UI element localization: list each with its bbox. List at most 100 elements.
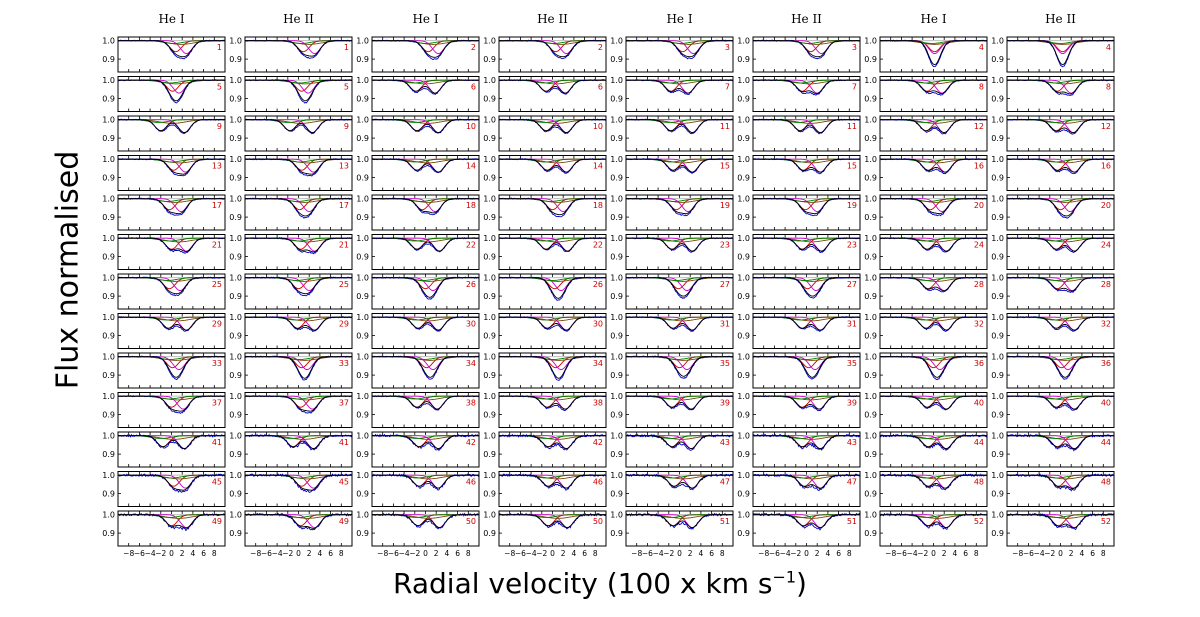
panel-number: 46	[593, 478, 603, 487]
component-curve	[753, 198, 860, 211]
column-title: He I	[920, 12, 946, 26]
x-tick-label: 6	[836, 549, 841, 558]
fit-curve	[245, 316, 352, 331]
y-tick-label: 0.9	[737, 95, 750, 104]
panel-frame	[1006, 234, 1115, 270]
y-tick-label: 0.9	[356, 55, 369, 64]
x-tick-label: 8	[974, 549, 979, 558]
observed-spectrum	[1006, 433, 1115, 452]
spectrum-panel: 1.0 0.9 16	[864, 155, 988, 191]
x-tick-label: 2	[942, 549, 947, 558]
observed-spectrum	[244, 473, 353, 493]
spectrum-panel: 1.0 0.9 41	[229, 431, 353, 468]
y-tick-label: 1.0	[864, 155, 877, 164]
fit-curve	[245, 435, 352, 450]
fit-curve	[118, 395, 225, 412]
observed-spectrum	[244, 237, 353, 255]
y-tick-label: 1.0	[737, 155, 750, 164]
spectrum-panel: 1.0 0.9 23	[737, 234, 861, 270]
x-tick-label: 4	[318, 549, 323, 558]
y-tick-label: 0.9	[483, 292, 496, 301]
y-tick-label: 0.9	[864, 292, 877, 301]
component-curve	[1007, 198, 1114, 211]
panel-frame	[752, 510, 861, 547]
fit-curve	[626, 316, 733, 331]
observed-spectrum	[244, 433, 353, 451]
component-curve	[245, 79, 352, 92]
spectrum-panel: 1.0 0.9 20	[864, 194, 988, 231]
column-title: He II	[791, 12, 822, 26]
fit-curve	[753, 158, 860, 173]
x-tick-label: −8	[1012, 549, 1023, 558]
x-tick-label: 6	[201, 549, 206, 558]
fit-curve	[1007, 198, 1114, 217]
y-tick-label: 1.0	[991, 313, 1004, 322]
panel-number: 5	[344, 83, 349, 92]
y-tick-label: 0.9	[102, 95, 115, 104]
y-tick-label: 0.9	[991, 253, 1004, 262]
observed-spectrum	[244, 158, 353, 177]
spectrum-panel: 1.0 0.9 41	[102, 431, 226, 468]
x-tick-label: −2	[1044, 549, 1055, 558]
fit-curve	[372, 237, 479, 252]
fit-curve	[753, 277, 860, 297]
x-tick-label: 8	[720, 549, 725, 558]
panel-number: 10	[466, 122, 476, 131]
component-curve	[118, 514, 225, 527]
panel-number: 33	[339, 359, 349, 368]
spectrum-panel: 1.0 0.9 51 −8 −6 −4 −2 0 2 4 6 8	[610, 510, 734, 558]
component-curve	[753, 198, 860, 203]
observed-spectrum	[625, 158, 734, 174]
fit-curve	[245, 79, 352, 102]
panel-number: 24	[974, 241, 984, 250]
observed-spectrum	[117, 473, 226, 493]
y-tick-label: 1.0	[229, 432, 242, 441]
y-tick-label: 1.0	[356, 432, 369, 441]
spectrum-panel: 1.0 0.9 7	[610, 76, 734, 112]
y-tick-label: 0.9	[991, 411, 1004, 420]
x-tick-label: 8	[593, 549, 598, 558]
y-tick-label: 1.0	[356, 392, 369, 401]
fit-curve	[372, 198, 479, 214]
fit-curve	[1007, 79, 1114, 95]
fit-curve	[626, 158, 733, 173]
spectrum-panel: 1.0 0.9 11	[610, 115, 734, 152]
panel-number: 16	[1101, 162, 1111, 171]
x-tick-label: −2	[282, 549, 293, 558]
y-tick-label: 1.0	[356, 155, 369, 164]
y-tick-label: 0.9	[864, 332, 877, 341]
y-tick-label: 1.0	[229, 155, 242, 164]
y-tick-label: 0.9	[864, 55, 877, 64]
panel-number: 30	[466, 320, 476, 329]
spectrum-panel: 1.0 0.9 40	[991, 392, 1115, 428]
y-tick-label: 0.9	[737, 253, 750, 262]
observed-spectrum	[752, 158, 861, 175]
x-tick-label: 4	[699, 549, 704, 558]
x-tick-label: −2	[663, 549, 674, 558]
observed-spectrum	[244, 395, 353, 414]
spectrum-panel: 1.0 0.9 32	[864, 313, 988, 349]
component-curve	[499, 277, 606, 292]
x-tick-label: −8	[377, 549, 388, 558]
y-tick-label: 1.0	[864, 274, 877, 283]
panel-number: 17	[212, 201, 222, 210]
y-tick-label: 1.0	[483, 116, 496, 125]
component-curve	[753, 40, 860, 55]
panel-number: 1	[344, 43, 349, 52]
fit-curve	[1007, 435, 1114, 450]
x-tick-label: 6	[582, 549, 587, 558]
spectrum-panel: 1.0 0.9 29	[102, 313, 226, 349]
panel-number: 29	[212, 320, 222, 329]
y-tick-label: 1.0	[610, 353, 623, 362]
panel-number: 11	[847, 122, 857, 131]
y-tick-label: 0.9	[229, 134, 242, 143]
spectrum-panel: 1.0 0.9 49 −8 −6 −4 −2 0 2 4 6 8	[102, 510, 226, 558]
panel-number: 47	[720, 478, 730, 487]
fit-curve	[499, 119, 606, 134]
y-tick-label: 1.0	[483, 353, 496, 362]
y-tick-label: 0.9	[610, 332, 623, 341]
x-tick-label: 2	[815, 549, 820, 558]
y-tick-label: 0.9	[610, 55, 623, 64]
y-tick-label: 1.0	[483, 432, 496, 441]
component-curve	[118, 198, 225, 211]
